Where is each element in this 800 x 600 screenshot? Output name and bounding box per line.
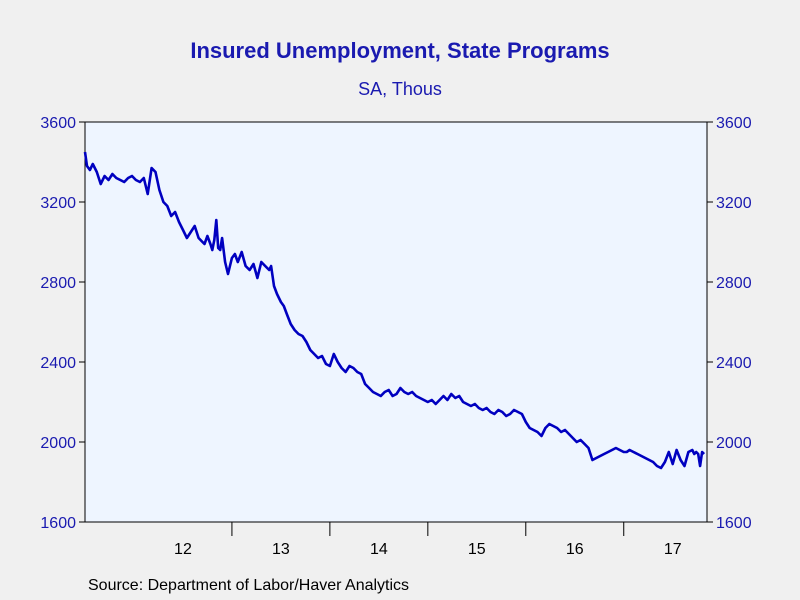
x-tick-label: 12 [174, 541, 192, 558]
y-tick-label-left: 2400 [40, 355, 76, 372]
y-tick-label-left: 2800 [40, 275, 76, 292]
x-tick-label: 15 [468, 541, 486, 558]
y-tick-label-right: 3600 [716, 115, 752, 132]
x-tick-label: 14 [370, 541, 388, 558]
x-axis: 12 13 14 15 16 17 [174, 522, 682, 558]
y-axis-right: 1600 2000 2400 2800 3200 3600 [707, 115, 752, 532]
y-tick-label-left: 1600 [40, 515, 76, 532]
series-line [83, 151, 706, 470]
y-axis-left: 1600 2000 2400 2800 3200 3600 [40, 115, 85, 532]
y-tick-label-right: 2800 [716, 275, 752, 292]
y-tick-label-left: 3200 [40, 195, 76, 212]
y-tick-label-right: 1600 [716, 515, 752, 532]
chart-title: Insured Unemployment, State Programs [190, 38, 610, 63]
y-tick-label-right: 2400 [716, 355, 752, 372]
x-tick-label: 17 [664, 541, 682, 558]
x-tick-label: 16 [566, 541, 584, 558]
y-tick-label-left: 2000 [40, 435, 76, 452]
y-tick-label-right: 2000 [716, 435, 752, 452]
y-tick-label-right: 3200 [716, 195, 752, 212]
y-tick-label-left: 3600 [40, 115, 76, 132]
x-tick-label: 13 [272, 541, 290, 558]
chart-subtitle: SA, Thous [358, 79, 442, 99]
plot-area [84, 121, 708, 523]
source-note: Source: Department of Labor/Haver Analyt… [88, 577, 410, 594]
